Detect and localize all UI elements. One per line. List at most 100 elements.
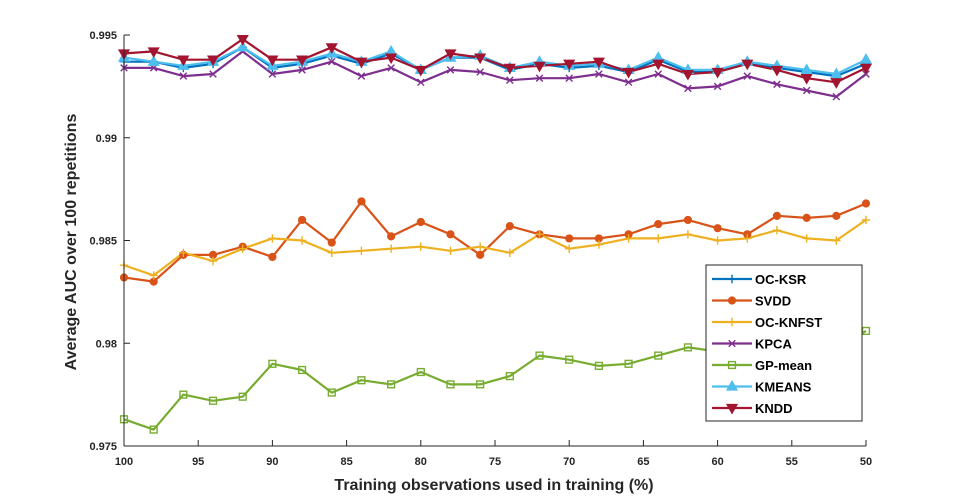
data-point-oc-knfst [743, 234, 752, 243]
data-point-kpca [506, 76, 514, 85]
data-point-kpca [832, 92, 841, 101]
data-point-gp-mean [594, 361, 603, 370]
series-line-svdd [123, 200, 867, 283]
data-point-gp-mean [861, 326, 871, 336]
legend-label-svdd: SVDD [755, 294, 791, 309]
data-point-svdd [387, 232, 396, 241]
data-point-oc-knfst [327, 248, 336, 258]
legend-marker-gp-mean [727, 360, 737, 370]
x-tick-label: 60 [711, 456, 723, 468]
data-point-kndd [800, 74, 813, 85]
legend-marker-svdd [727, 296, 737, 305]
data-point-kndd [444, 49, 457, 61]
legend-marker-oc-knfst [727, 317, 737, 327]
data-point-kmeans [236, 40, 249, 52]
data-point-kpca [327, 57, 336, 66]
data-point-oc-knfst [268, 234, 277, 243]
legend-label-kndd: KNDD [755, 401, 793, 416]
data-point-kndd [414, 65, 427, 77]
legend-label-kmeans: KMEANS [755, 380, 812, 395]
data-point-oc-knfst [416, 242, 425, 251]
data-point-svdd [416, 217, 425, 227]
data-point-oc-knfst [802, 234, 811, 243]
data-point-svdd [268, 252, 277, 262]
y-tick-label: 0.995 [89, 30, 117, 42]
x-tick-label: 55 [786, 456, 798, 468]
x-tick-label: 50 [860, 456, 872, 468]
data-point-gp-mean [446, 380, 455, 389]
y-tick-label: 0.975 [89, 441, 117, 453]
data-point-svdd [832, 211, 841, 220]
data-point-oc-knfst [297, 236, 307, 245]
data-point-kndd [830, 78, 843, 89]
data-point-kndd [355, 57, 368, 69]
data-point-svdd [446, 230, 455, 239]
data-point-gp-mean [357, 376, 366, 385]
legend-marker-kpca [728, 339, 736, 348]
data-point-kndd [147, 47, 160, 58]
data-point-gp-mean [149, 425, 158, 434]
data-point-gp-mean [179, 390, 188, 399]
data-point-kpca [802, 86, 811, 95]
data-point-kpca [209, 70, 217, 78]
legend-marker-oc-ksr [727, 274, 737, 284]
data-point-kpca [387, 64, 395, 72]
x-axis-title: Training observations used in training (… [334, 477, 653, 494]
data-point-oc-knfst [624, 234, 633, 243]
data-point-oc-knfst [713, 236, 722, 245]
data-point-kpca [713, 82, 722, 91]
data-point-svdd [476, 250, 485, 259]
data-point-kndd [859, 63, 873, 75]
legend-label-kpca: KPCA [755, 337, 792, 352]
data-point-oc-knfst [832, 236, 841, 245]
data-point-oc-knfst [208, 256, 218, 266]
data-point-oc-knfst [446, 246, 455, 255]
data-point-kpca [595, 70, 603, 78]
x-axis-ticks: 100 95 90 85 80 75 70 65 60 55 50 [115, 440, 872, 468]
series-markers [117, 35, 873, 434]
data-point-kndd [206, 55, 220, 67]
data-point-kpca [654, 70, 663, 78]
data-point-kndd [236, 35, 249, 46]
data-point-svdd [772, 211, 782, 220]
data-point-gp-mean [327, 388, 336, 397]
data-point-oc-knfst [386, 244, 396, 253]
data-point-oc-knfst [772, 226, 782, 235]
y-tick-label: 0.99 [96, 133, 117, 145]
data-point-kndd [563, 59, 576, 71]
data-point-svdd [802, 213, 811, 222]
data-point-oc-knfst [238, 244, 247, 253]
data-point-kpca [417, 78, 425, 87]
data-point-kmeans [830, 67, 843, 79]
data-point-gp-mean [683, 343, 693, 352]
series-line-oc-knfst [123, 218, 867, 277]
data-point-kpca [298, 66, 306, 74]
x-tick-label: 100 [115, 456, 133, 468]
data-point-gp-mean [654, 351, 663, 360]
legend-marker-kmeans [725, 379, 739, 391]
x-tick-label: 80 [415, 456, 427, 468]
legend: OC-KSR SVDD OC-KNFST KPCA GP-mean KMEANS KNDD [705, 264, 863, 422]
data-point-svdd [327, 238, 336, 247]
y-axis-title: Average AUC over 100 repetitions [63, 114, 80, 371]
data-point-kpca [357, 72, 366, 80]
data-point-gp-mean [268, 359, 277, 368]
data-point-svdd [861, 199, 871, 208]
x-tick-label: 95 [192, 456, 204, 468]
data-point-svdd [505, 222, 514, 231]
data-point-gp-mean [505, 372, 514, 381]
data-point-kpca [684, 84, 692, 93]
data-point-oc-knfst [179, 248, 188, 258]
legend-label-oc-ksr: OC-KSR [755, 272, 807, 287]
data-point-gp-mean [297, 365, 307, 375]
data-point-kpca [268, 70, 277, 78]
data-point-svdd [683, 215, 693, 225]
legend-label-gp-mean: GP-mean [755, 358, 812, 373]
data-point-svdd [357, 197, 366, 206]
data-point-gp-mean [565, 355, 574, 364]
data-point-kndd [652, 59, 665, 71]
data-point-gp-mean [208, 396, 218, 405]
data-point-gp-mean [416, 367, 425, 377]
x-tick-label: 65 [637, 456, 649, 468]
